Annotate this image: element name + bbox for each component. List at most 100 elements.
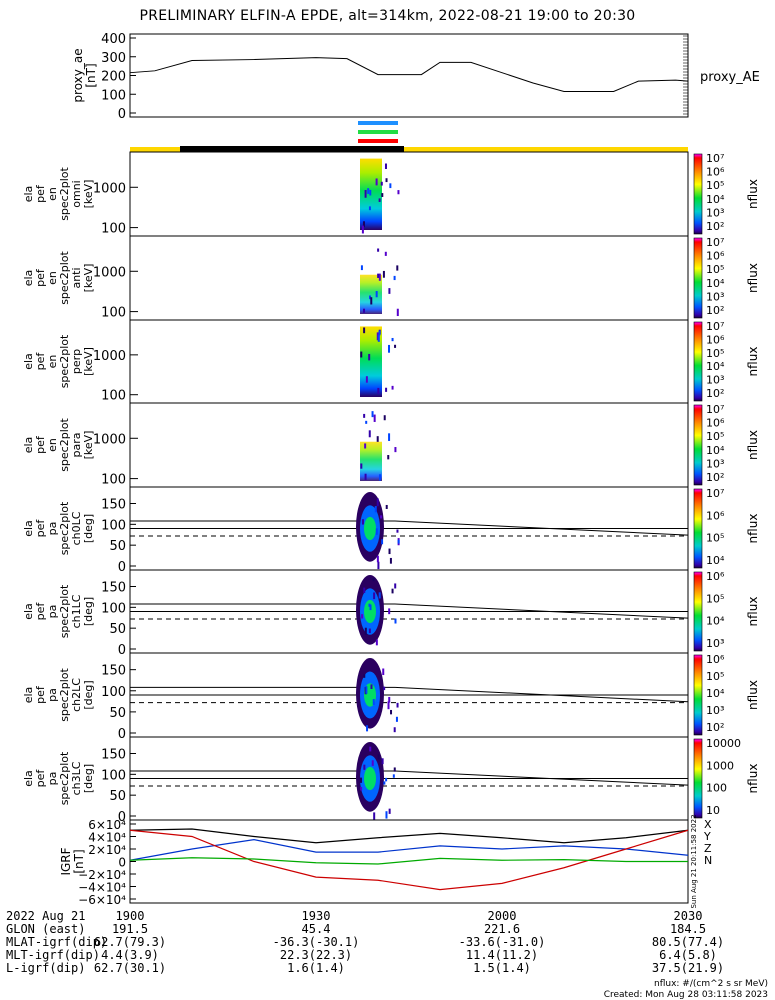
spec-tick-label: 150 bbox=[101, 498, 126, 513]
ylabel-line: pa bbox=[46, 772, 59, 786]
ylabel-line: ch1LC bbox=[70, 594, 83, 628]
spec-speckle bbox=[388, 433, 391, 441]
ylabel-line: pa bbox=[46, 688, 59, 702]
colorbar-label: 10⁴ bbox=[706, 193, 725, 206]
ephemeris-value: 62.7(30.1) bbox=[94, 961, 166, 975]
proxy-ae-ylabel: proxy_ae[nT] bbox=[71, 48, 98, 102]
spec-ylabel: elapefpaspec2plotch0LC[deg] bbox=[22, 501, 95, 555]
spec-blob-core bbox=[364, 599, 376, 624]
colorbar-label: 10⁷ bbox=[706, 487, 724, 500]
spec-speckle bbox=[363, 413, 366, 418]
spec-speckle bbox=[381, 193, 384, 197]
spec-frame bbox=[129, 151, 689, 237]
spec-speckle bbox=[373, 592, 376, 600]
colorbar-label: 10⁷ bbox=[706, 236, 724, 249]
ylabel-line: [keV] bbox=[82, 431, 95, 460]
igrf-tick-label: 4×10⁴ bbox=[88, 831, 126, 845]
spec-tick-label: 50 bbox=[109, 539, 126, 554]
spec-speckle bbox=[369, 604, 372, 611]
spec-speckle bbox=[387, 701, 390, 710]
spec-speckle bbox=[377, 561, 380, 570]
spec-panel-5: 150 100 50 0 10⁷ 10⁶ 10⁵ 10⁴ nflux elapefpaspec2p… bbox=[22, 486, 760, 575]
colorbar bbox=[693, 738, 703, 819]
igrf-legend-Z: Z bbox=[704, 842, 712, 855]
spec-speckle bbox=[392, 774, 395, 778]
ylabel-line: [nT] bbox=[72, 849, 86, 873]
spec-frame bbox=[129, 319, 689, 404]
ephemeris-value: 4.4(3.9) bbox=[101, 948, 159, 962]
ylabel-line: proxy_ae bbox=[71, 48, 85, 102]
spec-speckle bbox=[394, 618, 397, 624]
spec-speckle bbox=[363, 674, 366, 678]
indicator-bar-green bbox=[358, 130, 398, 134]
ylabel-line: spec2plot bbox=[58, 751, 71, 805]
ylabel-line: [nT] bbox=[84, 63, 98, 87]
spec-blob bbox=[360, 326, 382, 397]
spec-tick-label: 100 bbox=[101, 601, 126, 616]
spec-ylabel: elapefpaspec2plotch2LC[deg] bbox=[22, 668, 95, 722]
colorbar-label: 10⁴ bbox=[706, 687, 725, 700]
proxy-ae-panel: 400 300 200 100 0 proxy_AE proxy_ae[nT] bbox=[71, 32, 760, 122]
ylabel-line: ela bbox=[22, 437, 35, 454]
colorbar-label: 10⁷ bbox=[706, 320, 724, 333]
ylabel-line: spec2plot bbox=[58, 334, 71, 388]
igrf-tick-label: 2×10⁴ bbox=[88, 843, 126, 857]
spec-speckle bbox=[385, 178, 388, 183]
colorbar-zlabel: nflux bbox=[746, 680, 760, 710]
spec-speckle bbox=[393, 275, 396, 281]
spec-tick-label: 0 bbox=[118, 810, 126, 825]
colorbar-label: 10⁶ bbox=[706, 250, 725, 263]
spec-speckle bbox=[361, 614, 364, 619]
spec-speckle bbox=[368, 603, 371, 607]
footer-created: Created: Mon Aug 28 03:11:58 2023 bbox=[604, 990, 768, 1000]
spec-speckle bbox=[376, 498, 379, 507]
igrf-tick-label: −6×10⁴ bbox=[78, 893, 126, 907]
spec-speckle bbox=[383, 686, 386, 691]
ephemeris-tick: 1900 bbox=[116, 909, 145, 923]
igrf-legend-Y: Y bbox=[703, 830, 711, 843]
spec-speckle bbox=[376, 436, 379, 442]
colorbar-label: 10⁵ bbox=[706, 532, 724, 545]
spec-speckle bbox=[374, 506, 377, 513]
ephemeris-value: 184.5 bbox=[670, 922, 706, 936]
ephemeris-value: 80.5(77.4) bbox=[652, 935, 724, 949]
spec-speckle bbox=[363, 308, 366, 313]
ylabel-line: ch2LC bbox=[70, 678, 83, 712]
spec-tick-label: 150 bbox=[101, 581, 126, 596]
colorbar-label: 10000 bbox=[706, 737, 741, 750]
spec-speckle bbox=[363, 764, 366, 770]
ylabel-line: pef bbox=[34, 184, 47, 203]
colorbar-label: 10⁶ bbox=[706, 570, 725, 583]
orbit-segment-bars bbox=[130, 121, 688, 152]
ephemeris-value: 6.4(5.8) bbox=[659, 948, 717, 962]
ylabel-line: ela bbox=[22, 770, 35, 787]
colorbar-label: 10³ bbox=[706, 457, 724, 470]
spec-speckle bbox=[365, 686, 368, 694]
colorbar-label: 10⁵ bbox=[706, 347, 724, 360]
igrf-ylabel: IGRF[nT] bbox=[59, 847, 86, 875]
plot-title: PRELIMINARY ELFIN-A EPDE, alt=314km, 202… bbox=[139, 8, 636, 24]
igrf-tick-label: 6×10⁴ bbox=[88, 818, 126, 832]
colorbar-label: 10² bbox=[706, 721, 724, 734]
ylabel-line: pef bbox=[34, 685, 47, 704]
spec-speckle bbox=[360, 777, 363, 783]
spec-speckle bbox=[365, 420, 368, 424]
ylabel-line: perp bbox=[70, 349, 83, 374]
ephemeris-value: 191.5 bbox=[112, 922, 148, 936]
ephemeris-row-label: MLT-igrf(dip) bbox=[6, 948, 100, 962]
ylabel-line: omni bbox=[70, 180, 83, 207]
proxy-ae-legend: proxy_AE bbox=[700, 70, 760, 85]
ylabel-line: en bbox=[46, 187, 59, 201]
colorbar-label: 10 bbox=[706, 804, 720, 817]
ephemeris-row-label: MLAT-igrf(dip) bbox=[6, 935, 107, 949]
spec-ylabel: elapefenspec2plotomni[keV] bbox=[22, 167, 95, 221]
spec-tick-label: 1000 bbox=[93, 181, 126, 196]
spec-panel-6: 150 100 50 0 10⁶ 10⁵ 10⁴ 10³ nflux elapefpaspec2p… bbox=[22, 569, 760, 658]
spec-speckle bbox=[360, 351, 363, 358]
spec-speckle bbox=[372, 699, 375, 705]
ylabel-line: ela bbox=[22, 270, 35, 287]
ylabel-line: spec2plot bbox=[58, 167, 71, 221]
colorbar-label: 10⁴ bbox=[706, 615, 725, 628]
ephemeris-value: 1.5(1.4) bbox=[473, 961, 531, 975]
